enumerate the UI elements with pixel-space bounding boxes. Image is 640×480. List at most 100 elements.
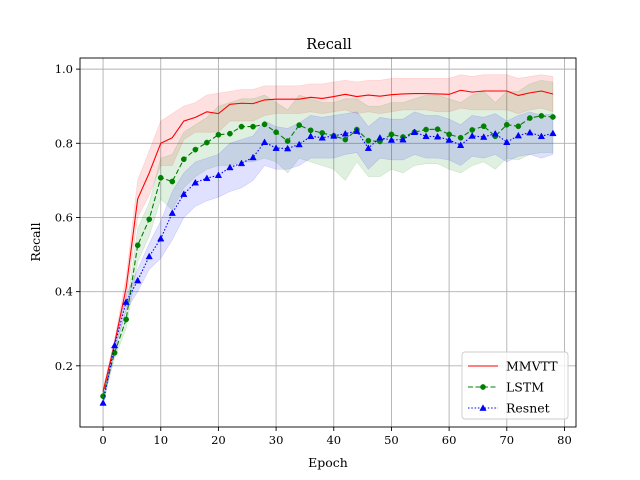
resnet-data-point — [480, 133, 488, 140]
legend-marker-resnet — [479, 404, 487, 411]
resnet-data-point — [376, 134, 384, 141]
lstm-confidence-band — [102, 79, 554, 402]
lstm-data-point — [365, 137, 372, 144]
resnet-data-point — [549, 129, 557, 137]
lstm-data-point — [123, 316, 129, 323]
y-tick-label: 0.8 — [55, 136, 73, 150]
resnet-data-point — [284, 144, 292, 152]
lstm-data-point — [180, 156, 187, 163]
resnet-data-point — [341, 129, 349, 137]
lstm-data-point — [250, 123, 256, 130]
resnet-series — [99, 127, 557, 406]
y-tick-label: 1.0 — [55, 62, 73, 76]
lstm-data-point — [227, 130, 233, 137]
series-lines — [99, 89, 557, 406]
mmvtt-confidence-band — [102, 74, 554, 396]
resnet-data-point — [122, 298, 130, 305]
resnet-data-point — [364, 144, 372, 151]
lstm-data-point — [480, 123, 487, 130]
lstm-data-point — [284, 138, 291, 144]
resnet-data-point — [134, 276, 142, 284]
lstm-data-point — [469, 127, 476, 133]
lstm-data-point — [204, 139, 210, 146]
resnet-data-point — [307, 132, 315, 140]
lstm-data-point — [527, 115, 533, 121]
chart-title: Recall — [306, 37, 352, 53]
resnet-data-point — [433, 132, 442, 140]
resnet-data-point — [491, 129, 499, 137]
x-tick-label: 70 — [499, 433, 514, 447]
resnet-data-point — [226, 163, 234, 171]
resnet-data-point — [318, 134, 326, 141]
resnet-line — [102, 130, 554, 404]
lstm-data-point — [215, 131, 222, 138]
x-tick-label: 60 — [442, 433, 457, 447]
resnet-data-point — [445, 136, 453, 143]
x-tick-label: 20 — [211, 433, 226, 447]
legend-label-lstm: LSTM — [506, 380, 544, 395]
lstm-data-point — [169, 178, 176, 185]
resnet-data-point — [260, 138, 269, 145]
legend-label-resnet: Resnet — [506, 401, 550, 416]
x-axis-title: Epoch — [308, 455, 348, 470]
lstm-data-point — [515, 123, 522, 130]
legend: MMVTT LSTM Resnet — [461, 351, 569, 420]
resnet-data-point — [537, 132, 546, 140]
x-tick-label: 40 — [326, 433, 341, 447]
resnet-data-point — [422, 132, 430, 140]
resnet-data-point — [99, 399, 107, 406]
lstm-data-point — [134, 242, 141, 249]
x-tick-label: 10 — [153, 433, 168, 447]
y-tick-label: 0.6 — [55, 210, 73, 224]
x-tick-label: 0 — [99, 433, 106, 447]
legend-label-mmvtt: MMVTT — [506, 359, 558, 374]
resnet-data-point — [214, 171, 223, 178]
resnet-data-point — [157, 234, 165, 242]
lstm-series — [100, 113, 556, 400]
resnet-data-point — [249, 153, 257, 161]
resnet-data-point — [410, 128, 419, 135]
resnet-data-point — [272, 144, 280, 151]
resnet-data-point — [168, 209, 176, 216]
plot-frame — [79, 57, 577, 428]
resnet-data-point — [295, 140, 303, 148]
x-tick-label: 80 — [557, 433, 572, 447]
mmvtt-line — [102, 89, 554, 392]
resnet-data-point — [191, 178, 199, 186]
confidence-bands — [102, 74, 554, 407]
resnet-data-point — [203, 174, 211, 181]
resnet-data-point — [457, 141, 465, 148]
lstm-line — [102, 115, 553, 397]
resnet-data-point — [387, 136, 396, 143]
lstm-data-point — [538, 113, 545, 119]
resnet-data-point — [145, 252, 153, 260]
resnet-data-point — [237, 159, 246, 167]
resnet-data-point — [526, 128, 534, 136]
resnet-data-point — [503, 138, 511, 145]
lstm-data-point — [388, 131, 395, 138]
lstm-data-point — [434, 126, 441, 133]
lstm-data-point — [550, 114, 556, 120]
resnet-data-point — [330, 132, 338, 139]
lstm-data-point — [457, 134, 464, 141]
axis-ticks: 0 10 20 30 40 50 60 70 80 0.2 0.4 0.6 0.8 1.0 — [55, 62, 572, 447]
resnet-data-point — [514, 131, 522, 139]
lstm-data-point — [446, 131, 452, 138]
x-tick-label: 50 — [384, 433, 399, 447]
lstm-data-point — [342, 136, 349, 143]
resnet-data-point — [180, 190, 188, 197]
legend-marker-lstm — [480, 384, 486, 390]
x-tick-label: 30 — [269, 433, 284, 447]
legend-box — [461, 351, 569, 420]
lstm-data-point — [273, 129, 279, 136]
resnet-confidence-band — [102, 111, 554, 407]
resnet-data-point — [468, 132, 476, 139]
y-axis-title: Recall — [28, 222, 43, 261]
lstm-data-point — [157, 174, 164, 181]
lstm-data-point — [146, 216, 153, 223]
lstm-data-point — [296, 122, 303, 128]
y-tick-label: 0.2 — [55, 359, 73, 373]
lstm-data-point — [503, 121, 510, 128]
